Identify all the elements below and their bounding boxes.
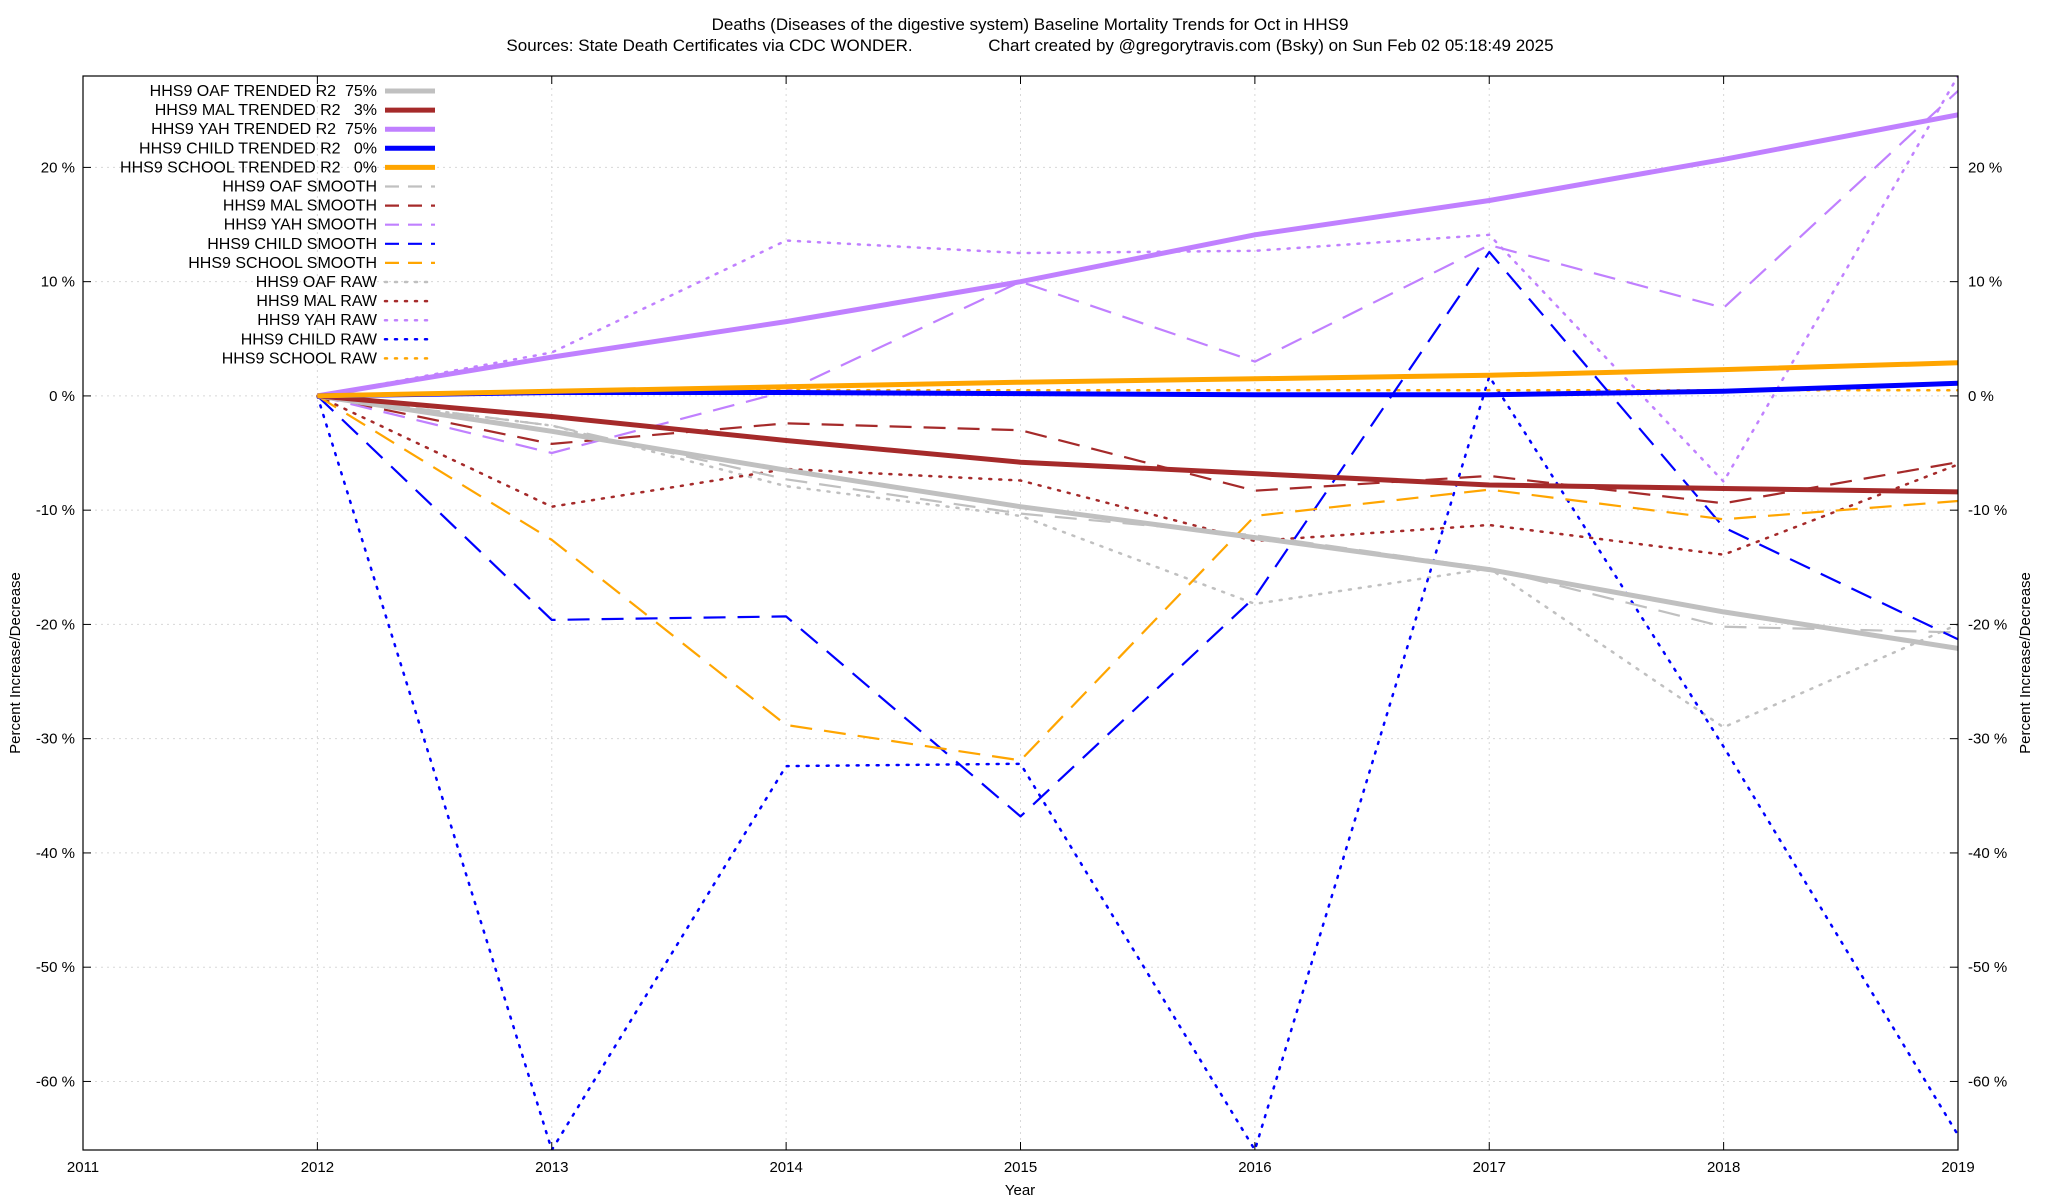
x-tick-label: 2019 bbox=[1941, 1159, 1974, 1176]
series-line-hhs9-mal-trended-r2-3 bbox=[317, 393, 1958, 495]
y2-tick-label: 10 % bbox=[1968, 274, 2002, 291]
legend-entry-label: HHS9 CHILD TRENDED R2 0% bbox=[139, 140, 377, 157]
series-line-hhs9-yah-trended-r2-75 bbox=[316, 112, 1958, 399]
chart-title: Deaths (Diseases of the digestive system… bbox=[712, 15, 1349, 34]
y-tick-label: 10 % bbox=[41, 274, 75, 291]
y-tick-label: -50 % bbox=[36, 959, 75, 976]
legend-entry-label: HHS9 OAF RAW bbox=[256, 274, 378, 291]
series-line-hhs9-child-smooth bbox=[316, 250, 1958, 818]
series-line-hhs9-child-raw bbox=[316, 375, 1958, 1150]
y2-tick-label: 20 % bbox=[1968, 159, 2002, 176]
series-group bbox=[316, 76, 1958, 1150]
axis-ticks: 2011 2012 2013 2014 2015 2016 2017 2018 2019 20 %… bbox=[36, 76, 2007, 1176]
series-line-hhs9-school-trended-r2-0 bbox=[317, 360, 1958, 399]
legend: HHS9 OAF TRENDED R2 75% HHS9 MAL TRENDED … bbox=[120, 83, 437, 367]
x-tick-label: 2016 bbox=[1238, 1159, 1271, 1176]
y2-tick-label: -10 % bbox=[1968, 502, 2007, 519]
series-line-hhs9-oaf-raw bbox=[316, 394, 1958, 729]
x-tick-label: 2017 bbox=[1473, 1159, 1506, 1176]
legend-entry-label: HHS9 MAL RAW bbox=[256, 293, 378, 310]
legend-entry-label: HHS9 OAF TRENDED R2 75% bbox=[150, 83, 377, 100]
y-tick-label: -20 % bbox=[36, 616, 75, 633]
x-tick-label: 2012 bbox=[301, 1159, 334, 1176]
y2-tick-label: -20 % bbox=[1968, 616, 2007, 633]
y-tick-label: -10 % bbox=[36, 502, 75, 519]
series-line-hhs9-school-raw bbox=[316, 388, 1958, 398]
chart-subtitle: Sources: State Death Certificates via CD… bbox=[506, 36, 1553, 55]
y-tick-label: 0 % bbox=[49, 388, 75, 405]
x-axis-label: Year bbox=[1005, 1182, 1035, 1199]
y2-tick-label: -60 % bbox=[1968, 1073, 2007, 1090]
series-line-hhs9-school-smooth bbox=[316, 394, 1958, 762]
y2-tick-label: -30 % bbox=[1968, 731, 2007, 748]
x-tick-label: 2014 bbox=[769, 1159, 802, 1176]
legend-entry-label: HHS9 CHILD RAW bbox=[241, 331, 378, 348]
y-tick-label: 20 % bbox=[41, 159, 75, 176]
series-line-hhs9-yah-raw bbox=[316, 76, 1958, 483]
y-tick-label: -40 % bbox=[36, 845, 75, 862]
legend-entry-label: HHS9 SCHOOL RAW bbox=[222, 350, 378, 367]
y2-tick-label: -40 % bbox=[1968, 845, 2007, 862]
legend-entry-label: HHS9 MAL SMOOTH bbox=[223, 198, 377, 215]
legend-entry-label: HHS9 SCHOOL TRENDED R2 0% bbox=[120, 159, 377, 176]
x-tick-label: 2011 bbox=[67, 1159, 99, 1176]
y-tick-label: -30 % bbox=[36, 731, 75, 748]
series-line-hhs9-yah-smooth bbox=[317, 90, 1958, 455]
x-tick-label: 2013 bbox=[535, 1159, 568, 1176]
x-tick-label: 2015 bbox=[1004, 1159, 1037, 1176]
y2-tick-label: -50 % bbox=[1968, 959, 2007, 976]
y-tick-label: -60 % bbox=[36, 1073, 75, 1090]
series-line-hhs9-mal-smooth bbox=[317, 394, 1958, 505]
y2-axis-label: Percent Increase/Decrease bbox=[2017, 572, 2034, 754]
legend-entry-label: HHS9 YAH TRENDED R2 75% bbox=[151, 121, 377, 138]
legend-entry-label: HHS9 CHILD SMOOTH bbox=[207, 236, 377, 253]
legend-entry-label: HHS9 SCHOOL SMOOTH bbox=[188, 255, 377, 272]
legend-entry-label: HHS9 OAF SMOOTH bbox=[222, 179, 377, 196]
legend-entry-label: HHS9 MAL TRENDED R2 3% bbox=[155, 102, 377, 119]
y2-tick-label: 0 % bbox=[1968, 388, 1994, 405]
series-line-hhs9-oaf-trended-r2-75 bbox=[317, 393, 1958, 651]
series-line-hhs9-mal-raw bbox=[316, 394, 1958, 556]
legend-entry-label: HHS9 YAH RAW bbox=[257, 312, 378, 329]
y-axis-label: Percent Increase/Decrease bbox=[7, 572, 24, 754]
legend-entry-label: HHS9 YAH SMOOTH bbox=[224, 217, 377, 234]
x-tick-label: 2018 bbox=[1707, 1159, 1740, 1176]
